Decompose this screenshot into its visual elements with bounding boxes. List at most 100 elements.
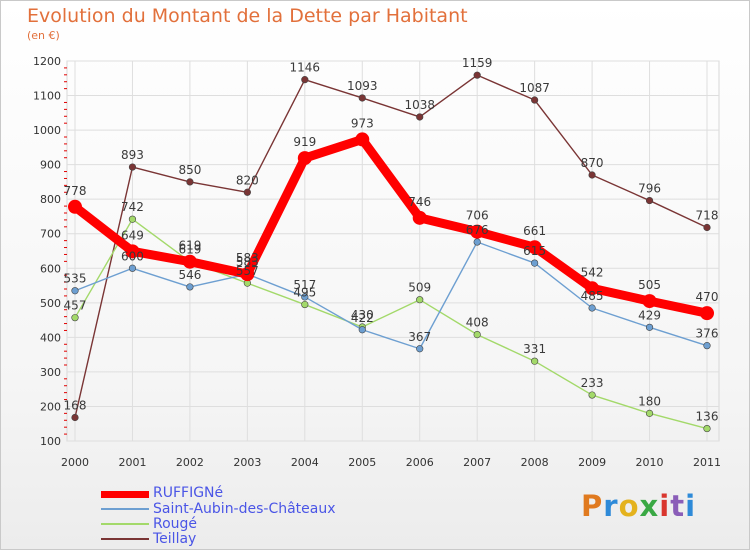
data-label: 429 [638,308,661,322]
data-point [416,296,424,304]
data-label: 542 [581,265,604,279]
data-point [642,294,657,309]
data-label: 820 [236,173,259,187]
data-label: 422 [351,311,374,325]
legend-label-saint-aubin: Saint-Aubin-des-Châteaux [153,501,336,517]
data-point [588,304,596,312]
x-tick-label: 2003 [233,456,261,469]
data-label: 430 [351,308,374,322]
data-label: 893 [121,148,144,162]
legend-label-ruffigne: RUFFIGNé [153,485,224,501]
axes: 100 200 300 400 500 600 700 800 900 1000 1100 1200 2… [33,55,721,469]
x-tick-label: 2009 [578,456,606,469]
data-label: 485 [581,289,604,303]
data-label: 619 [178,239,201,253]
data-label: 615 [523,244,546,258]
data-point [128,264,137,272]
data-label: 1159 [462,56,493,70]
data-point [71,314,79,322]
data-label: 718 [696,209,719,223]
data-point [703,223,711,232]
y-tick-label: 800 [40,193,61,206]
data-point [68,199,82,214]
x-tick-label: 2010 [636,456,664,469]
data-point [473,238,481,246]
data-point [186,178,194,186]
y-tick-label: 1200 [33,55,61,68]
data-point [703,342,711,350]
data-point [358,326,366,334]
y-tick-label: 900 [40,159,61,172]
data-label: 919 [293,135,316,149]
data-point [71,287,79,295]
x-tick-label: 2004 [291,456,319,469]
data-label: 778 [64,184,87,198]
data-label: 746 [408,195,431,209]
chart-unit: (en €) [27,29,60,42]
data-label: 168 [64,399,87,413]
data-label: 1093 [347,79,378,93]
data-label: 796 [638,182,661,196]
data-point [645,409,654,417]
data-point [416,113,424,121]
series-group [68,71,714,433]
data-point [473,331,481,339]
data-label: 870 [581,156,604,170]
proxiti-logo: Proxiti [581,489,697,523]
x-tick-label: 2008 [521,456,549,469]
x-tick-label: 2002 [176,456,204,469]
data-label: 367 [408,330,431,344]
data-label: 1038 [404,98,435,112]
data-label: 376 [696,327,719,341]
data-point [128,163,137,171]
y-tick-label: 400 [40,331,61,344]
data-label: 1087 [519,81,550,95]
y-tick-label: 500 [40,297,61,310]
data-point [416,345,424,353]
data-label: 973 [351,116,374,130]
x-tick-label: 2005 [348,456,376,469]
data-point [531,259,539,267]
data-point [301,76,309,84]
data-point [531,357,539,365]
data-label: 583 [236,255,259,269]
data-label: 742 [121,200,144,214]
chart-title: Evolution du Montant de la Dette par Hab… [27,5,468,27]
data-point [355,132,370,147]
series-line-2 [74,241,708,350]
y-tick-label: 700 [40,228,61,241]
x-tick-label: 2011 [693,456,721,469]
data-point [358,94,366,102]
data-label: 509 [408,281,431,295]
data-label: 517 [293,278,316,292]
y-tick-label: 600 [40,262,61,275]
legend-swatch-saint-aubin [101,508,149,510]
data-label: 470 [696,290,719,304]
series-line-3 [70,134,712,318]
data-point [301,293,309,301]
data-label: 233 [581,376,604,390]
data-label: 546 [178,268,201,282]
grid [66,60,720,442]
y-tick-label: 200 [40,400,61,413]
plot-area [66,60,720,442]
data-label: 180 [638,394,661,408]
data-label: 408 [466,316,489,330]
data-point [531,96,539,104]
data-label: 457 [64,299,87,313]
data-labels: 168 893 850 820 1146 1093 1038 1159 1087 870 796 71… [64,56,719,423]
y-tick-label: 1100 [33,90,61,103]
data-point [645,323,654,331]
data-label: 1146 [290,61,321,75]
data-point [588,171,596,179]
series-line-1 [74,218,708,430]
x-tick-label: 2006 [406,456,434,469]
data-label: 706 [466,209,489,223]
series-line-0 [74,74,708,419]
data-point [240,267,255,282]
data-label: 136 [696,410,719,424]
data-label: 535 [64,272,87,286]
x-tick-label: 2001 [118,456,146,469]
